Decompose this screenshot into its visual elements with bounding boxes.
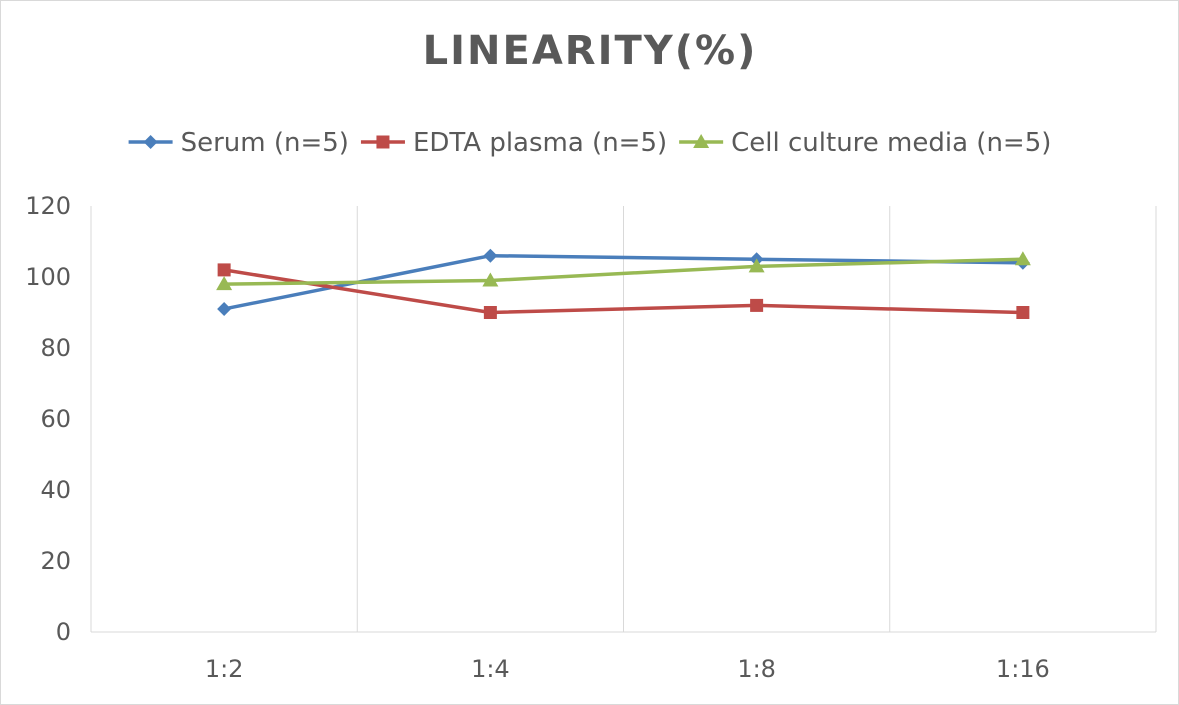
legend-label: EDTA plasma (n=5) (413, 128, 667, 158)
legend-label: Cell culture media (n=5) (731, 128, 1051, 158)
series-group (216, 248, 1031, 319)
chart-title: LINEARITY(%) (423, 28, 758, 74)
legend-item: Serum (n=5) (128, 128, 349, 158)
data-point (217, 263, 231, 277)
data-point (483, 306, 497, 319)
legend-marker (693, 134, 710, 148)
legend-marker (143, 135, 158, 149)
legend-item: Cell culture media (n=5) (679, 128, 1051, 158)
series-line (224, 257, 1023, 286)
series-square (217, 263, 1030, 319)
grid (356, 206, 1157, 632)
legend-item: EDTA plasma (n=5) (360, 128, 667, 158)
data-point (748, 258, 765, 273)
y-tick-label: 60 (40, 405, 71, 433)
legend: Serum (n=5) EDTA plasma (n=5) Cell culture… (128, 128, 1051, 158)
x-tick-label: 1:4 (471, 655, 510, 683)
data-point (483, 248, 498, 263)
data-point (1016, 306, 1030, 319)
legend-marker (376, 135, 390, 149)
data-point (482, 272, 499, 287)
y-tick-label: 120 (25, 192, 71, 220)
series-line (223, 268, 1023, 315)
y-tick-label: 0 (56, 618, 71, 646)
x-tick-label: 1:16 (996, 655, 1050, 683)
x-tick-label: 1:8 (737, 655, 776, 683)
y-tick-label: 20 (40, 547, 71, 575)
data-point (750, 298, 764, 312)
data-point (217, 301, 232, 316)
y-tick-label: 80 (40, 334, 71, 362)
data-point (216, 276, 233, 291)
y-tick-label: 40 (40, 476, 71, 504)
series-triangle (216, 251, 1031, 291)
data-point (1014, 251, 1031, 266)
y-tick-label: 100 (25, 263, 71, 291)
axes: 0 20 40 60 80 100 120 1:2 1:4 1:8 1:16 (25, 192, 1156, 683)
legend-label: Serum (n=5) (181, 128, 349, 158)
x-tick-label: 1:2 (205, 655, 244, 683)
